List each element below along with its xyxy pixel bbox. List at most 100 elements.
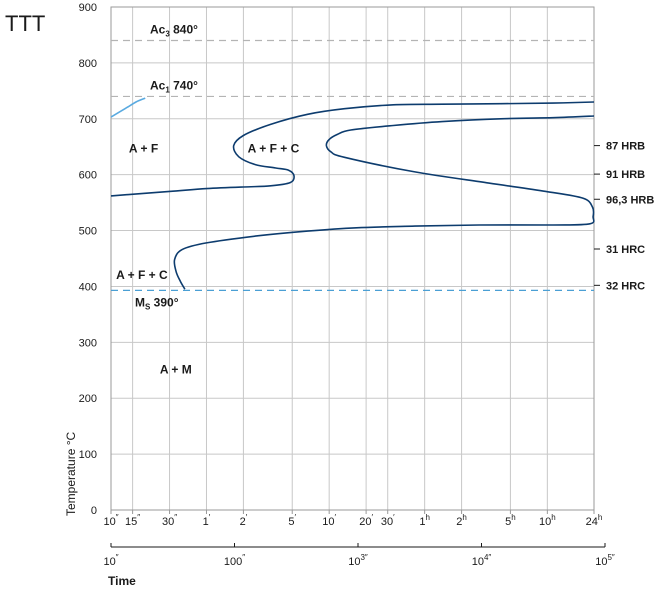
- time-tick-label: 5h: [505, 513, 516, 528]
- y-tick-label: 200: [79, 393, 97, 405]
- time-tick-value: 20: [359, 516, 371, 528]
- phase-annotation: A + F + C: [248, 141, 300, 155]
- phase-annotations: A + F A + F + C A + F + C A + M: [116, 141, 300, 376]
- time-tick-value: 24: [586, 516, 598, 528]
- hardness-label: 32 HRC: [606, 280, 645, 292]
- seconds-tick-unit: ″: [116, 553, 119, 562]
- seconds-tick-label: 10″: [103, 553, 118, 568]
- seconds-tick-label: 104″: [472, 553, 492, 568]
- seconds-tick-value: 10: [472, 556, 484, 568]
- time-tick-unit: ′: [335, 513, 337, 522]
- transformation-curves: [110, 97, 595, 290]
- time-tick-label: 2′: [240, 513, 248, 528]
- ref-label-main: Ac: [150, 23, 166, 37]
- time-tick-label: 10′: [322, 513, 336, 528]
- series-line-1: [110, 101, 595, 197]
- time-tick-label: 15″: [125, 513, 140, 528]
- grid: [111, 7, 594, 510]
- y-tick-label: 600: [79, 170, 97, 182]
- time-tick-value: 15: [125, 516, 137, 528]
- time-tick-unit: ′: [393, 513, 395, 522]
- y-tick-label: 400: [79, 281, 97, 293]
- y-tick-label: 0: [91, 505, 97, 517]
- ref-label-value: 390°: [150, 295, 178, 309]
- time-tick-unit: h: [598, 513, 602, 522]
- y-tick-label: 700: [79, 114, 97, 126]
- time-tick-value: 5: [505, 516, 511, 528]
- time-tick-unit: h: [425, 513, 429, 522]
- time-tick-value: 10: [103, 516, 115, 528]
- seconds-tick-unit: ″: [242, 553, 245, 562]
- time-tick-unit: ″: [116, 513, 119, 522]
- seconds-axis-ticks: 10″ 100″ 103″ 104″ 105″: [103, 543, 615, 568]
- time-tick-label: 30″: [162, 513, 177, 528]
- y-tick-label: 500: [79, 226, 97, 238]
- chart-title: TTT: [5, 11, 45, 36]
- time-tick-label: 1h: [419, 513, 430, 528]
- time-tick-value: 5: [288, 516, 294, 528]
- hardness-labels: 87 HRB 91 HRB 96,3 HRB 31 HRC 32 HRC: [594, 141, 654, 292]
- time-tick-value: 30: [162, 516, 174, 528]
- phase-annotation: A + F + C: [116, 268, 168, 282]
- time-tick-unit: ′: [371, 513, 373, 522]
- ref-label-sub: S: [145, 302, 151, 311]
- seconds-tick-label: 100″: [224, 553, 245, 568]
- seconds-tick-value: 100: [224, 556, 242, 568]
- seconds-tick-value: 10: [595, 556, 607, 568]
- ref-label-value: 740°: [170, 78, 198, 92]
- time-tick-label: 10h: [539, 513, 556, 528]
- reference-label-ac3: Ac3 840°: [150, 23, 198, 39]
- ref-label-main: M: [135, 295, 145, 309]
- time-tick-label: 30′: [381, 513, 395, 528]
- time-tick-value: 2: [240, 516, 246, 528]
- ref-label-sub: 3: [165, 30, 170, 39]
- time-tick-unit: ″: [174, 513, 177, 522]
- time-tick-unit: h: [511, 513, 515, 522]
- time-tick-value: 10: [322, 516, 334, 528]
- seconds-tick-unit: 3″: [360, 553, 367, 562]
- y-tick-label: 800: [79, 58, 97, 70]
- seconds-tick-label: 105″: [595, 553, 615, 568]
- ref-label-sub: 1: [165, 85, 170, 94]
- time-tick-value: 30: [381, 516, 393, 528]
- reference-lines: Ac3 840°Ac1 740°MS 390°: [111, 23, 594, 311]
- plot-frame: [110, 6, 595, 511]
- y-tick-label: 900: [79, 2, 97, 14]
- seconds-tick-value: 10: [348, 556, 360, 568]
- time-tick-label: 1′: [203, 513, 211, 528]
- time-tick-unit: ′: [209, 513, 211, 522]
- x-axis-label: Time: [108, 574, 136, 588]
- time-tick-unit: ″: [137, 513, 140, 522]
- time-tick-unit: ′: [246, 513, 248, 522]
- time-tick-value: 2: [456, 516, 462, 528]
- time-tick-unit: h: [551, 513, 555, 522]
- time-tick-unit: ′: [295, 513, 297, 522]
- reference-label-ac1: Ac1 740°: [150, 78, 198, 94]
- y-tick-label: 300: [79, 337, 97, 349]
- seconds-tick-label: 103″: [348, 553, 368, 568]
- hardness-label: 87 HRB: [606, 141, 645, 153]
- time-tick-label: 20′: [359, 513, 373, 528]
- y-tick-label: 100: [79, 449, 97, 461]
- phase-annotation: A + M: [160, 363, 192, 377]
- time-tick-label: 24h: [586, 513, 603, 528]
- reference-label-ms: MS 390°: [135, 295, 179, 311]
- ref-label-value: 840°: [170, 23, 198, 37]
- seconds-tick-value: 10: [103, 556, 115, 568]
- ref-label-main: Ac: [150, 78, 166, 92]
- time-tick-value: 1: [419, 516, 425, 528]
- seconds-tick-unit: 5″: [607, 553, 614, 562]
- time-tick-label: 5′: [288, 513, 296, 528]
- time-tick-label: 2h: [456, 513, 467, 528]
- time-tick-unit: h: [462, 513, 466, 522]
- y-axis-label: Temperature °C: [64, 432, 78, 516]
- time-tick-label: 10″: [103, 513, 118, 528]
- phase-annotation: A + F: [129, 141, 158, 155]
- hardness-label: 31 HRC: [606, 244, 645, 256]
- series-line-2: [173, 115, 595, 290]
- seconds-tick-unit: 4″: [484, 553, 491, 562]
- series-line-3: [110, 97, 146, 118]
- hardness-label: 96,3 HRB: [606, 194, 654, 206]
